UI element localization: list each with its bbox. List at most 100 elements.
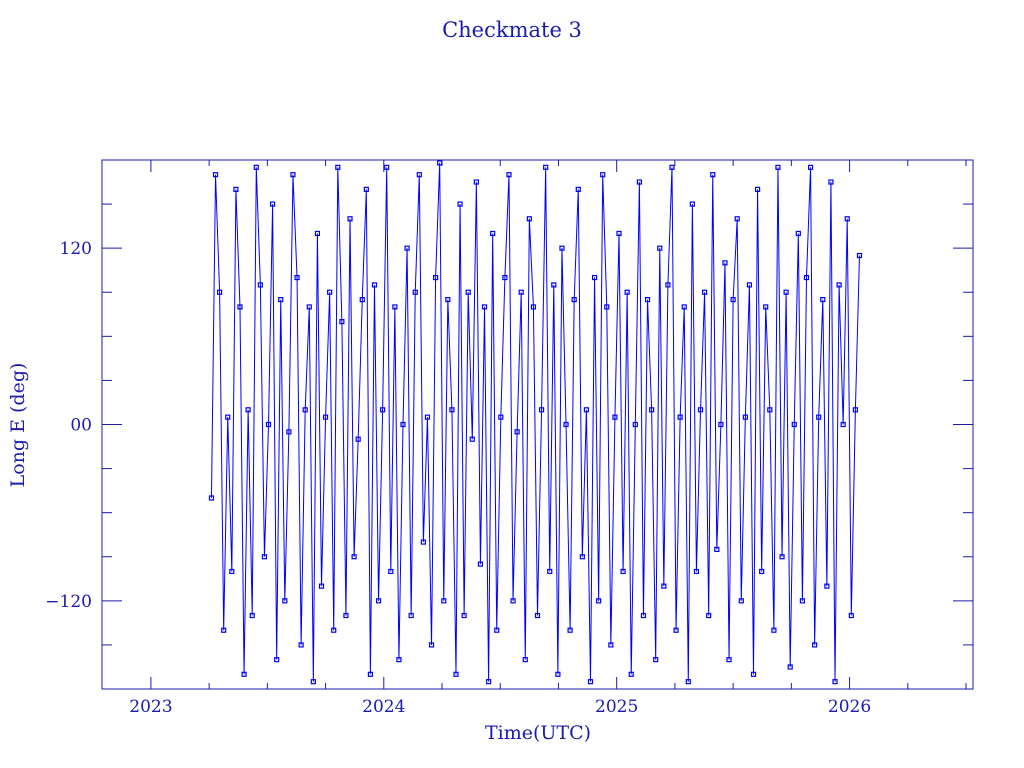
data-point-marker [225, 414, 231, 420]
data-point-marker [624, 289, 630, 295]
data-point-marker [261, 554, 268, 560]
data-point-marker [726, 657, 732, 663]
x-axis-label: Time(UTC) [485, 722, 591, 744]
data-point-marker [506, 172, 512, 178]
data-point-marker [636, 179, 642, 185]
data-point-marker [237, 304, 243, 310]
data-point-marker [274, 657, 280, 663]
data-point-marker [697, 407, 704, 413]
data-point-marker [669, 164, 675, 170]
data-point-marker [852, 407, 858, 413]
y-tick-label: 00 [70, 416, 92, 436]
y-axis-label: Long E (deg) [7, 363, 29, 488]
data-point-marker [367, 671, 374, 677]
data-point-marker [710, 172, 716, 178]
data-point-marker [485, 679, 492, 685]
data-point-marker [608, 642, 614, 648]
data-point-marker [298, 642, 304, 648]
data-point-marker [428, 642, 435, 648]
data-point-marker [269, 201, 276, 207]
data-point-marker [453, 671, 459, 677]
data-point-marker [665, 282, 671, 288]
data-point-marker [742, 414, 748, 420]
data-point-marker [812, 642, 818, 648]
data-point-marker [538, 407, 545, 413]
data-point-marker [587, 679, 594, 685]
data-point-marker [795, 230, 801, 237]
data-point-marker [555, 671, 561, 677]
data-point-marker [445, 296, 451, 303]
data-point-marker [371, 282, 378, 288]
data-point-marker [331, 627, 337, 633]
data-point-marker [380, 407, 386, 413]
data-point-marker [526, 216, 532, 222]
data-point-marker [424, 414, 431, 420]
data-point-marker [477, 561, 484, 567]
data-point-marker [824, 583, 830, 589]
data-point-marker [363, 186, 369, 192]
data-point-marker [583, 407, 590, 413]
data-point-marker [420, 539, 426, 545]
data-point-marker [302, 407, 308, 413]
data-point-marker [327, 289, 333, 295]
data-point-marker [775, 164, 781, 170]
data-point-marker [522, 657, 528, 663]
data-point-marker [856, 252, 863, 259]
data-point-marker [322, 414, 329, 420]
data-point-marker [604, 304, 610, 310]
data-point-marker [396, 657, 402, 663]
data-point-marker [469, 436, 475, 442]
data-point-marker [681, 304, 687, 310]
data-point-marker [787, 664, 793, 670]
data-point-marker [457, 201, 463, 207]
data-point-marker [245, 407, 251, 413]
data-point-marker [465, 289, 471, 295]
data-point-marker [844, 216, 850, 222]
data-point-marker [530, 304, 537, 310]
data-point-marker [335, 164, 341, 170]
data-point-marker [388, 568, 394, 575]
data-point-marker [783, 289, 789, 295]
data-point-marker [359, 296, 365, 303]
y-tick-label: 120 [60, 239, 92, 259]
chart-title: Checkmate 3 [442, 18, 582, 42]
data-point-marker [514, 429, 520, 435]
data-point-marker [551, 282, 557, 288]
data-point-marker [616, 230, 622, 237]
data-point-marker [649, 407, 655, 413]
data-point-marker [803, 274, 810, 281]
data-point-marker [693, 568, 700, 575]
data-point-marker [351, 554, 357, 560]
x-tick-label: 2024 [362, 697, 405, 717]
data-point-marker [653, 657, 659, 663]
data-point-marker [734, 216, 740, 222]
data-point-marker [400, 421, 406, 428]
data-point-marker [249, 612, 255, 619]
data-point-marker [591, 274, 598, 281]
data-point-marker [820, 296, 826, 303]
data-point-marker [339, 319, 345, 325]
data-point-marker [559, 245, 565, 251]
data-point-marker [612, 414, 618, 420]
data-point-marker [481, 304, 488, 310]
data-point-marker [701, 289, 708, 295]
data-point-marker [836, 282, 842, 288]
data-point-marker [343, 612, 349, 619]
data-point-marker [314, 230, 321, 237]
data-point-marker [375, 598, 382, 604]
data-point-marker [384, 164, 390, 170]
data-point-marker [265, 421, 272, 428]
data-point-marker [632, 421, 638, 428]
data-point-marker [596, 598, 602, 604]
data-point-marker [746, 282, 753, 288]
data-point-marker [799, 598, 806, 604]
data-point-marker [767, 407, 773, 413]
data-point-marker [498, 414, 504, 420]
data-point-marker [571, 296, 577, 303]
data-point-marker [233, 186, 239, 192]
data-point-marker [412, 289, 418, 295]
data-point-marker [685, 679, 691, 685]
data-point-marker [828, 179, 834, 185]
x-tick-label: 2023 [129, 697, 172, 717]
data-point-marker [282, 598, 288, 604]
